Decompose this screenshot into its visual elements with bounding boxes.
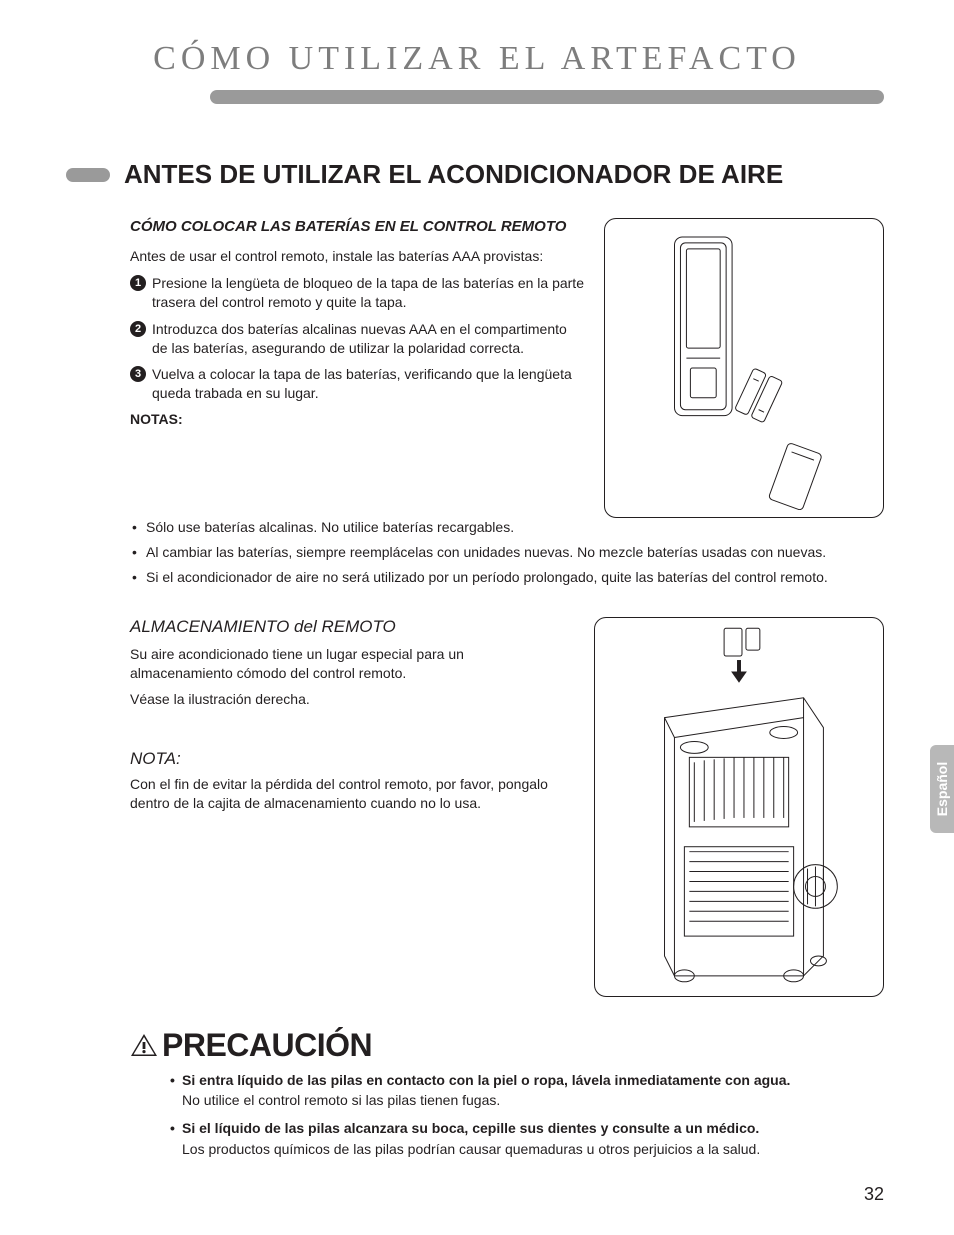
- section-heading-row: ANTES DE UTILIZAR EL ACONDICIONADOR DE A…: [70, 159, 884, 190]
- note-3: Si el acondicionador de aire no será uti…: [132, 568, 884, 587]
- section-heading: ANTES DE UTILIZAR EL ACONDICIONADOR DE A…: [124, 159, 783, 190]
- content-wrap: CÓMO COLOCAR LAS BATERÍAS EN EL CONTROL …: [130, 218, 884, 1159]
- storage-section: ALMACENAMIENTO del REMOTO Su aire acondi…: [130, 617, 884, 997]
- nota-text: Con el fin de evitar la pérdida del cont…: [130, 775, 554, 813]
- caution-bold-1: Si entra líquido de las pilas en contact…: [182, 1072, 790, 1088]
- intro-text: Antes de usar el control remoto, instale…: [130, 247, 584, 266]
- battery-section: CÓMO COLOCAR LAS BATERÍAS EN EL CONTROL …: [130, 218, 884, 518]
- page-number: 32: [864, 1184, 884, 1205]
- storage-title: ALMACENAMIENTO del REMOTO: [130, 617, 554, 637]
- caution-label: PRECAUCIÓN: [162, 1027, 372, 1064]
- caution-plain-2: Los productos químicos de las pilas podr…: [182, 1141, 760, 1157]
- caution-item-2: Si el líquido de las pilas alcanzara su …: [170, 1118, 884, 1159]
- subheading-batteries: CÓMO COLOCAR LAS BATERÍAS EN EL CONTROL …: [130, 218, 584, 235]
- step-text-3: Vuelva a colocar la tapa de las baterías…: [152, 365, 584, 403]
- storage-text-2: Véase la ilustración derecha.: [130, 690, 554, 709]
- step-3: 3 Vuelva a colocar la tapa de las baterí…: [130, 365, 584, 403]
- step-badge-1: 1: [130, 275, 146, 291]
- note-1: Sólo use baterías alcalinas. No utilice …: [132, 518, 884, 537]
- language-tab-label: Español: [934, 762, 950, 816]
- header-divider-bar: [210, 90, 884, 104]
- storage-text-1: Su aire acondicionado tiene un lugar esp…: [130, 645, 554, 683]
- page-header-title: CÓMO UTILIZAR EL ARTEFACTO: [70, 40, 884, 78]
- ac-unit-svg: [595, 618, 883, 996]
- step-text-1: Presione la lengüeta de bloqueo de la ta…: [152, 274, 584, 312]
- nota-title: NOTA:: [130, 749, 554, 769]
- caution-bold-2: Si el líquido de las pilas alcanzara su …: [182, 1120, 759, 1136]
- caution-plain-1: No utilice el control remoto si las pila…: [182, 1092, 500, 1108]
- language-tab: Español: [930, 745, 954, 833]
- step-text-2: Introduzca dos baterías alcalinas nuevas…: [152, 320, 584, 358]
- heading-pill: [66, 168, 110, 182]
- illustration-remote-batteries: [604, 218, 884, 518]
- step-badge-3: 3: [130, 366, 146, 382]
- notes-list: Sólo use baterías alcalinas. No utilice …: [130, 518, 884, 587]
- note-2: Al cambiar las baterías, siempre reemplá…: [132, 543, 884, 562]
- illustration-ac-unit: [594, 617, 884, 997]
- step-1: 1 Presione la lengüeta de bloqueo de la …: [130, 274, 584, 312]
- step-2: 2 Introduzca dos baterías alcalinas nuev…: [130, 320, 584, 358]
- remote-batteries-svg: [605, 219, 883, 517]
- caution-header: PRECAUCIÓN: [130, 1027, 884, 1064]
- notes-label: NOTAS:: [130, 411, 584, 427]
- caution-item-1: Si entra líquido de las pilas en contact…: [170, 1070, 884, 1111]
- caution-list: Si entra líquido de las pilas en contact…: [170, 1070, 884, 1159]
- step-badge-2: 2: [130, 321, 146, 337]
- warning-icon: [130, 1033, 158, 1057]
